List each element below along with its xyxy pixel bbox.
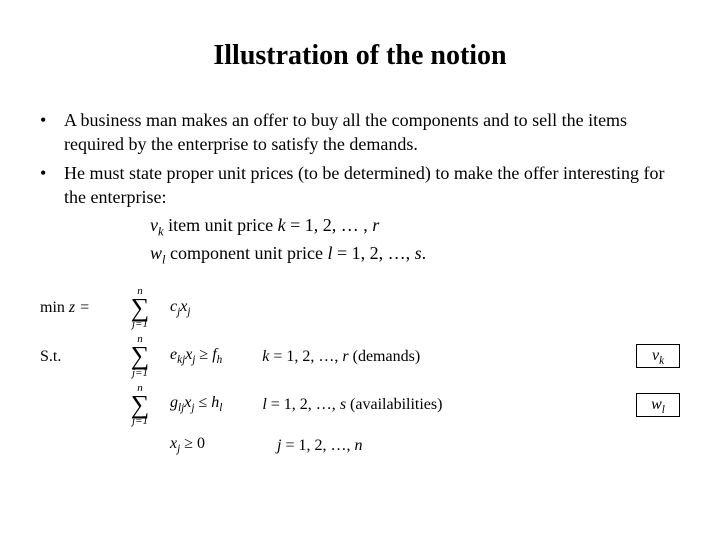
bullet-marker: • — [40, 108, 64, 157]
bullet-item: • A business man makes an offer to buy a… — [40, 108, 680, 157]
bullet-item: • He must state proper unit prices (to b… — [40, 161, 680, 210]
w-range-end: s — [415, 243, 422, 263]
bullet-marker: • — [40, 161, 64, 210]
v-label: item unit price — [164, 215, 278, 235]
math-objective: min z = n ∑ j=1 cjxj — [40, 286, 680, 330]
c1-body: ekjxj ≥ fh — [170, 347, 222, 366]
sum-symbol: n ∑ j=1 — [110, 383, 170, 427]
var-v: v — [150, 215, 158, 235]
c2-body: gljxj ≤ hl — [170, 395, 222, 414]
sum-symbol: n ∑ j=1 — [110, 334, 170, 378]
dual-price-w: wl — [636, 393, 680, 417]
w-label: component unit price — [166, 243, 328, 263]
page-title: Illustration of the notion — [40, 40, 680, 72]
bullet-text: He must state proper unit prices (to be … — [64, 161, 680, 210]
math-min: min z = — [40, 300, 110, 316]
bullet-list: • A business man makes an offer to buy a… — [40, 108, 680, 268]
w-period: . — [422, 243, 427, 263]
c3-cond: j = 1, 2, …, n — [277, 438, 362, 454]
slide: Illustration of the notion • A business … — [0, 0, 720, 540]
c3-body: xj ≥ 0 — [170, 436, 205, 455]
c2-cond: l = 1, 2, …, s (availabilities) — [262, 397, 442, 413]
math-constraint-availabilities: n ∑ j=1 gljxj ≤ hl l = 1, 2, …, s (avail… — [40, 383, 680, 427]
var-w: w — [150, 243, 162, 263]
v-range: = 1, 2, … , — [286, 215, 373, 235]
math-nonnegativity: xj ≥ 0 j = 1, 2, …, n — [40, 431, 680, 461]
definition-w: wl component unit price l = 1, 2, …, s. — [150, 241, 680, 269]
sum-symbol: n ∑ j=1 — [110, 286, 170, 330]
math-st: S.t. — [40, 349, 110, 365]
dual-price-v: vk — [636, 344, 680, 368]
v-range-end: r — [372, 215, 379, 235]
bullet-text: A business man makes an offer to buy all… — [64, 108, 680, 157]
c1-cond: k = 1, 2, …, r (demands) — [262, 349, 420, 365]
obj-body: cjxj — [170, 299, 190, 318]
w-range: = 1, 2, …, — [333, 243, 415, 263]
math-block: min z = n ∑ j=1 cjxj S.t. n ∑ j=1 ekjxj … — [40, 286, 680, 460]
v-range-var: k — [278, 215, 286, 235]
definition-v: vk item unit price k = 1, 2, … , r — [150, 213, 680, 241]
math-constraint-demands: S.t. n ∑ j=1 ekjxj ≥ fh k = 1, 2, …, r (… — [40, 334, 680, 378]
